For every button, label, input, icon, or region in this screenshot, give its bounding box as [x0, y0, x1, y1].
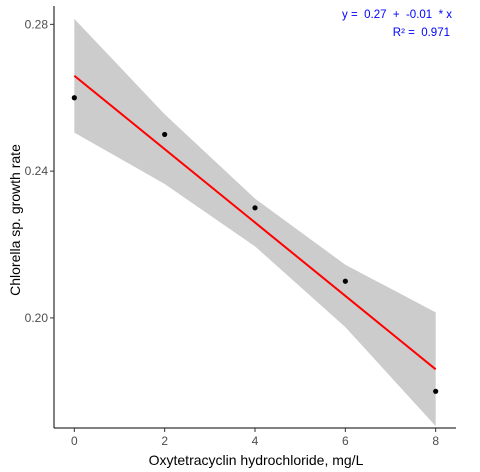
fit-line-layer: [73, 74, 437, 371]
y-tick-label-0: 0.20: [25, 311, 49, 325]
x-tick-label-2: 4: [252, 434, 259, 448]
x-tick-label-4: 8: [432, 434, 439, 448]
x-tick-label-3: 6: [342, 434, 349, 448]
x-axis-title: Oxytetracyclin hydrochloride, mg/L: [149, 452, 364, 468]
data-point-0: [71, 95, 77, 101]
data-point-4: [433, 388, 439, 394]
y-tick-label-1: 0.24: [25, 164, 49, 178]
data-points-layer: [71, 95, 439, 394]
data-point-3: [342, 278, 348, 284]
data-point-2: [252, 205, 258, 211]
x-tick-label-1: 2: [161, 434, 168, 448]
regression-line: [73, 74, 437, 371]
ticks-layer: 0 2 4 6 8 0.20 0.24 0.28: [25, 17, 440, 448]
y-tick-label-2: 0.28: [25, 17, 49, 31]
regression-equation: y = 0.27 + -0.01 * x: [342, 9, 452, 21]
r-squared-label: R² = 0.971: [393, 27, 450, 39]
x-tick-label-0: 0: [71, 434, 78, 448]
data-point-1: [162, 131, 168, 138]
y-axis-title: Chlorella sp. growth rate: [7, 144, 23, 296]
